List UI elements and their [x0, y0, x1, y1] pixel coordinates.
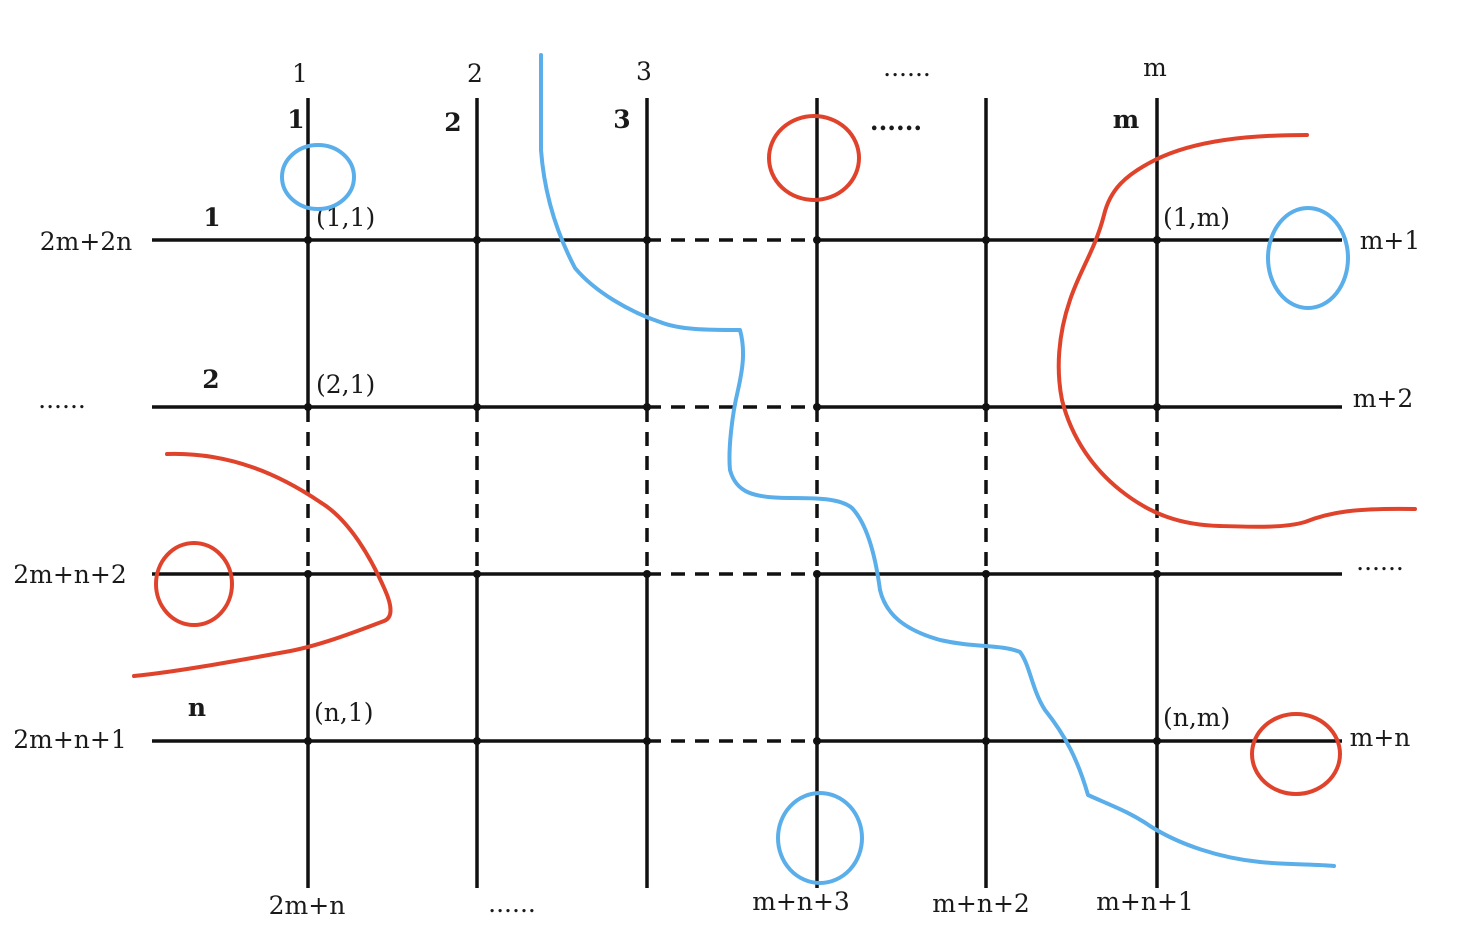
cell-label-n-m: (n,m): [1163, 703, 1230, 732]
blue-circle-right: [1266, 206, 1350, 310]
node-dot: [643, 737, 651, 745]
column-label: 2: [444, 108, 461, 137]
left-label: ......: [38, 385, 86, 414]
left-labels: 2m+2n ...... 2m+n+2 2m+n+1: [13, 227, 132, 754]
left-label: 2m+n+1: [13, 725, 127, 754]
node-dot: [304, 570, 312, 578]
red-annotations: [132, 114, 1417, 796]
vertical-lines: [306, 98, 1159, 888]
cell-label-1-m: (1,m): [1163, 203, 1230, 232]
node-dot: [643, 403, 651, 411]
red-circle-bottom-right: [1250, 712, 1342, 796]
bottom-label: 2m+n: [269, 891, 346, 920]
node-dot: [982, 737, 990, 745]
blue-circle-top: [280, 143, 356, 211]
node-dot: [813, 403, 821, 411]
node-dot: [304, 236, 312, 244]
node-dot: [304, 403, 312, 411]
blue-staircase-path: [539, 53, 1336, 868]
top-label: 2: [467, 59, 483, 88]
right-label: m+n: [1350, 723, 1411, 752]
right-label: m+2: [1353, 384, 1414, 413]
cell-labels: (1,1) (1,m) (2,1) (n,1) (n,m): [314, 203, 1230, 732]
bottom-label: m+n+1: [1096, 887, 1194, 916]
node-dot: [813, 570, 821, 578]
bottom-label: m+n+3: [752, 887, 850, 916]
inner-column-labels: 1 2 3 ...... m: [287, 105, 1139, 137]
row-label: n: [188, 693, 206, 722]
top-label: 1: [292, 59, 308, 88]
top-label: m: [1143, 53, 1167, 82]
inner-row-labels: 1 2 n: [188, 203, 221, 722]
blue-circle-bottom: [776, 791, 864, 885]
left-label: 2m+2n: [40, 227, 133, 256]
node-dot: [643, 570, 651, 578]
node-dot: [813, 737, 821, 745]
node-dot: [1153, 737, 1161, 745]
node-dot: [473, 236, 481, 244]
node-dot: [982, 236, 990, 244]
node-dot: [982, 403, 990, 411]
column-label: ......: [870, 107, 922, 136]
bottom-labels: 2m+n ...... m+n+3 m+n+2 m+n+1: [269, 887, 1194, 920]
top-labels: 1 2 3 ...... m: [292, 53, 1167, 88]
node-dot: [643, 236, 651, 244]
node-dot: [473, 403, 481, 411]
node-dot: [1153, 570, 1161, 578]
right-label: ......: [1356, 547, 1404, 576]
right-label: m+1: [1360, 226, 1421, 255]
node-dot: [982, 570, 990, 578]
row-label: 1: [203, 203, 220, 232]
column-label: m: [1113, 105, 1139, 134]
cell-label-n-1: (n,1): [314, 698, 373, 727]
row-label: 2: [202, 365, 219, 394]
node-dot: [813, 236, 821, 244]
cell-label-2-1: (2,1): [316, 370, 375, 399]
blue-annotations: [280, 53, 1350, 885]
right-labels: m+1 m+2 ...... m+n: [1350, 226, 1421, 752]
red-circle-top: [767, 114, 861, 202]
bottom-label: m+n+2: [932, 889, 1030, 918]
red-curve-right: [1056, 133, 1417, 529]
node-dot: [1153, 236, 1161, 244]
red-curve-left: [132, 451, 393, 678]
top-label: ......: [883, 53, 931, 82]
column-label: 1: [287, 105, 304, 134]
node-dot: [473, 570, 481, 578]
bottom-label: ......: [488, 889, 536, 918]
intersection-dots: [304, 236, 1161, 745]
left-label: 2m+n+2: [13, 560, 127, 589]
red-circle-left: [154, 541, 234, 627]
node-dot: [473, 737, 481, 745]
node-dot: [304, 737, 312, 745]
node-dot: [1153, 403, 1161, 411]
horizontal-lines: [152, 238, 1342, 743]
top-label: 3: [636, 57, 652, 86]
column-label: 3: [613, 105, 630, 134]
